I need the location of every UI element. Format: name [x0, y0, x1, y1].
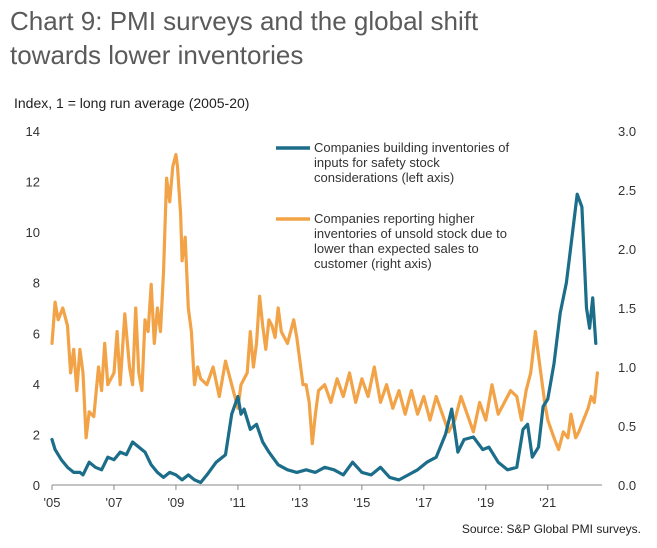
y-right-tick-label: 0.0 [618, 478, 636, 493]
x-tick-label: '17 [415, 495, 432, 510]
x-tick-label: '21 [539, 495, 556, 510]
y-left-tick-label: 12 [26, 175, 40, 190]
legend: Companies building inventories ofinputs … [276, 140, 510, 271]
y-right-tick-label: 2.0 [618, 242, 636, 257]
series-line-safety-stock [50, 192, 598, 485]
y-left-tick-label: 0 [33, 478, 40, 493]
y-left-tick-label: 14 [26, 124, 40, 139]
y-left-tick-label: 4 [33, 377, 40, 392]
series-line-unsold-stock [50, 153, 599, 452]
series-lines [50, 153, 599, 485]
x-tick-label: '15 [353, 495, 370, 510]
legend-label-line: considerations (left axis) [314, 170, 454, 185]
chart-title-line-1: Chart 9: PMI surveys and the global shif… [10, 6, 479, 36]
x-tick-label: '07 [105, 495, 122, 510]
y-left-tick-label: 10 [26, 225, 40, 240]
x-tick-label: '09 [167, 495, 184, 510]
axes: '05 '07 '09 '11 '13 '15 '17 '19 '21 0 2 4 6 8 10 12 14 0.… [26, 124, 637, 510]
chart-title: Chart 9: PMI surveys and the global shif… [10, 4, 630, 72]
x-tick-label: '13 [291, 495, 308, 510]
x-tick-label: '19 [477, 495, 494, 510]
legend-label-line: inventories of unsold stock due to [314, 226, 507, 241]
y-right-tick-label: 2.5 [618, 183, 636, 198]
chart-title-line-2: towards lower inventories [10, 40, 304, 70]
legend-label-line: customer (right axis) [314, 256, 432, 271]
source-note: Source: S&P Global PMI surveys. [461, 522, 641, 536]
legend-label-line: inputs for safety stock [314, 155, 440, 170]
legend-label-line: Companies reporting higher [314, 211, 475, 226]
y-right-tick-label: 1.0 [618, 360, 636, 375]
x-tick-label: '05 [44, 495, 61, 510]
y-left-tick-label: 2 [33, 427, 40, 442]
y-left-tick-label: 6 [33, 326, 40, 341]
y-left-tick-label: 8 [33, 276, 40, 291]
legend-label-line: lower than expected sales to [314, 241, 479, 256]
legend-label-line: Companies building inventories of [314, 140, 510, 155]
y-right-tick-label: 1.5 [618, 301, 636, 316]
y-right-tick-label: 0.5 [618, 419, 636, 434]
x-tick-label: '11 [230, 495, 246, 510]
y-right-tick-label: 3.0 [618, 124, 636, 139]
y-axis-unit-label: Index, 1 = long run average (2005-20) [14, 95, 250, 111]
